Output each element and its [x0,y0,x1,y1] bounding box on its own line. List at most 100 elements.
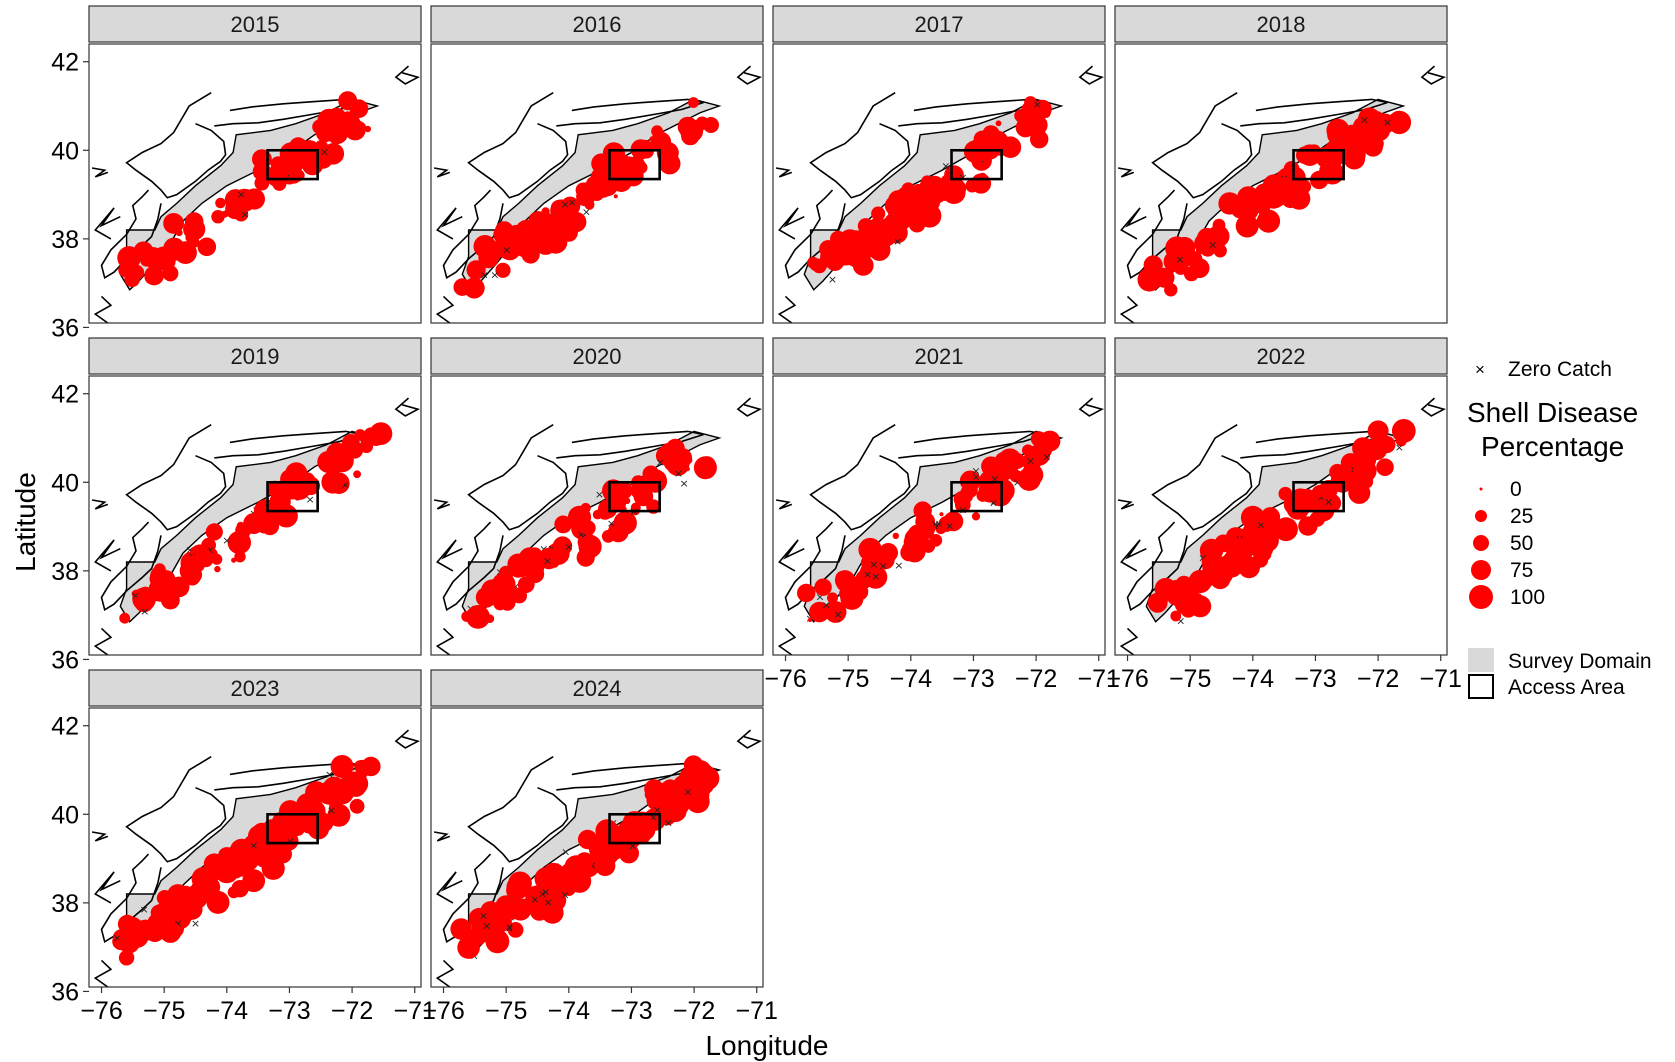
shell-disease-point [330,755,354,778]
shell-disease-point [632,811,652,831]
shell-disease-point [929,534,943,547]
zero-catch-point: × [971,464,980,477]
y-tick-label: 42 [51,381,79,409]
coastline [556,430,704,459]
shell-disease-point [575,852,594,871]
shell-disease-point [168,576,190,598]
panel-border [772,43,1106,324]
shell-disease-point [327,803,351,827]
shell-disease-point [1033,99,1052,119]
shell-disease-point [118,950,135,966]
x-tick-label: −72 [673,997,715,1025]
coastline [1117,499,1135,510]
y-tick-label: 38 [51,226,79,254]
shell-disease-point [1298,516,1318,536]
shell-disease-point [215,197,226,209]
shell-disease-point [211,210,225,224]
x-tick-label: −72 [1357,665,1399,693]
access-area-label: Access Area [1508,676,1625,699]
facet-strip-label: 2022 [1257,344,1306,369]
shell-disease-point [991,457,1016,481]
zero-catch-point: × [543,555,552,568]
shell-disease-point [850,582,869,601]
access-area [266,480,319,513]
zero-catch-point: × [306,493,315,506]
zero-catch-point: × [140,903,149,916]
zero-catch-point: × [934,517,943,530]
shell-disease-point [341,434,360,452]
shell-disease-point [1367,420,1389,442]
zero-catch-point: × [664,816,673,829]
y-tick-label: 40 [51,801,79,829]
facet-strip [772,5,1106,43]
shell-disease-point [580,520,596,536]
zero-catch-point: × [822,599,831,612]
shell-disease-point [243,188,265,210]
coastline [435,959,455,987]
x-tick-label: −75 [143,997,185,1025]
facet-strip-label: 2015 [231,12,280,37]
shell-disease-point [830,230,847,247]
facet-strip-label: 2016 [573,12,622,37]
shell-disease-point [296,142,303,148]
facet-panel-2016: 2016×××××××× [430,5,764,324]
shell-disease-point [807,617,813,623]
coastline [94,207,121,240]
zero-catch-point: × [879,560,888,573]
zero-catch-point: × [341,479,350,492]
shell-disease-point [860,555,876,571]
x-tick-label: −75 [827,665,869,693]
coastline [91,167,109,178]
legend-size-label: 50 [1510,532,1533,555]
coastline [94,871,121,904]
shell-disease-point [823,601,844,622]
shell-disease-point [1395,435,1407,447]
panel-border [430,375,764,656]
legend-size-title-line1: Shell Disease [1467,397,1638,428]
shell-disease-point [797,583,816,603]
shell-disease-point [156,900,177,922]
shell-disease-point [810,262,819,271]
coastline [394,729,421,749]
zero-catch-point: × [479,910,488,923]
shell-disease-point [349,798,365,814]
x-tick-label: −76 [80,997,122,1025]
shell-disease-point [119,612,131,624]
shell-disease-point [1315,148,1331,163]
shell-disease-point [963,140,987,163]
shell-disease-point [361,756,381,777]
zero-catch-point: × [237,188,246,201]
shell-disease-point [1212,218,1226,232]
shell-disease-point [349,99,369,118]
shell-disease-point [322,143,345,165]
shell-disease-point [652,131,665,144]
zero-catch-point: × [1395,441,1404,454]
zero-catch-point: × [1176,614,1185,627]
zero-catch-point: × [530,893,539,906]
shell-disease-point [450,918,472,940]
access-area [608,480,661,513]
zero-catch-point: × [580,529,589,542]
shell-disease-point [618,843,639,864]
shell-disease-point [1238,217,1256,235]
access-area [608,812,661,845]
shell-disease-point [175,229,183,237]
shell-disease-point [859,237,876,254]
coastline [777,295,797,323]
y-tick-label: 38 [51,890,79,918]
coastline [394,65,421,85]
zero-catch-point: × [815,591,824,604]
legend: × Zero Catch Shell Disease Percentage 0 2… [1467,358,1652,699]
shell-disease-point [1353,459,1377,483]
y-tick-label: 36 [51,314,79,342]
facet-panel-2015: 2015××××××××× [88,5,422,324]
shell-disease-point [872,570,881,579]
shell-disease-point [676,788,697,808]
legend-size-label: 0 [1510,478,1522,501]
coastline [809,92,911,199]
shell-disease-point [871,206,886,221]
zero-catch-point: × [502,243,511,256]
x-tick-label: −76 [764,665,806,693]
zero-catch-point: × [205,544,214,557]
